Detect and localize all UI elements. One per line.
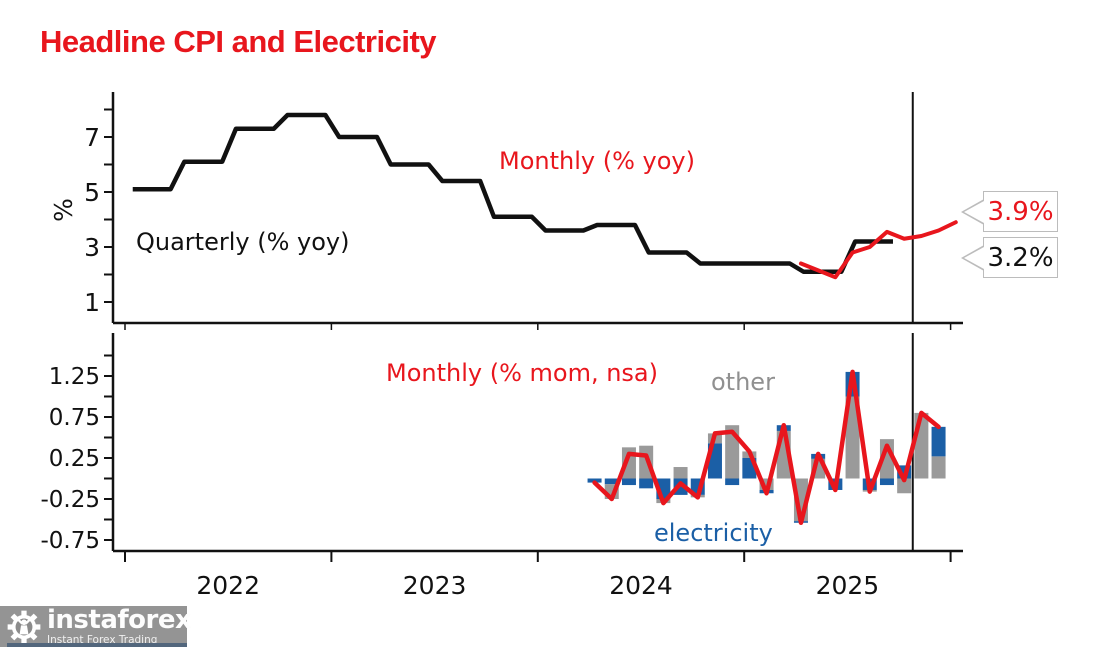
label-electricity-series: electricity bbox=[654, 519, 773, 547]
instaforex-gear-icon bbox=[5, 608, 43, 646]
svg-text:7: 7 bbox=[84, 123, 100, 152]
svg-text:0.75: 0.75 bbox=[49, 405, 100, 431]
chart-canvas: 7 5 3 1 1.25 0.75 0.25 -0.25 -0.75 2022 2023 2024 20… bbox=[0, 0, 1104, 647]
watermark-bottom-strip bbox=[7, 643, 187, 647]
callout-monthly-latest-value: 3.9% bbox=[987, 197, 1053, 227]
instaforex-watermark: instaforex Instant Forex Trading bbox=[0, 606, 187, 647]
label-other-series: other bbox=[711, 368, 775, 396]
label-quarterly-yoy: Quarterly (% yoy) bbox=[136, 228, 349, 256]
svg-text:1: 1 bbox=[84, 288, 100, 317]
plot-area: 7 5 3 1 1.25 0.75 0.25 -0.25 -0.75 2022 2023 2024 20… bbox=[0, 0, 1104, 647]
watermark-brand: instaforex bbox=[47, 607, 191, 633]
svg-text:-0.25: -0.25 bbox=[40, 487, 100, 513]
svg-text:2024: 2024 bbox=[609, 571, 673, 600]
callout-quarterly-latest: 3.2% bbox=[983, 237, 1058, 278]
svg-text:3: 3 bbox=[84, 233, 100, 262]
svg-text:5: 5 bbox=[84, 178, 100, 207]
chart-title: Headline CPI and Electricity bbox=[40, 24, 436, 60]
svg-text:2022: 2022 bbox=[196, 571, 260, 600]
svg-text:2023: 2023 bbox=[403, 571, 467, 600]
callout-quarterly-latest-value: 3.2% bbox=[987, 243, 1053, 273]
svg-text:1.25: 1.25 bbox=[49, 364, 100, 390]
callout-monthly-latest: 3.9% bbox=[983, 191, 1058, 232]
label-monthly-yoy: Monthly (% yoy) bbox=[499, 147, 695, 175]
svg-text:-0.75: -0.75 bbox=[40, 528, 100, 554]
y-axis-label-percent: % bbox=[46, 193, 80, 227]
svg-text:0.25: 0.25 bbox=[49, 446, 100, 472]
svg-text:2025: 2025 bbox=[816, 571, 880, 600]
label-monthly-mom-nsa: Monthly (% mom, nsa) bbox=[386, 359, 658, 387]
